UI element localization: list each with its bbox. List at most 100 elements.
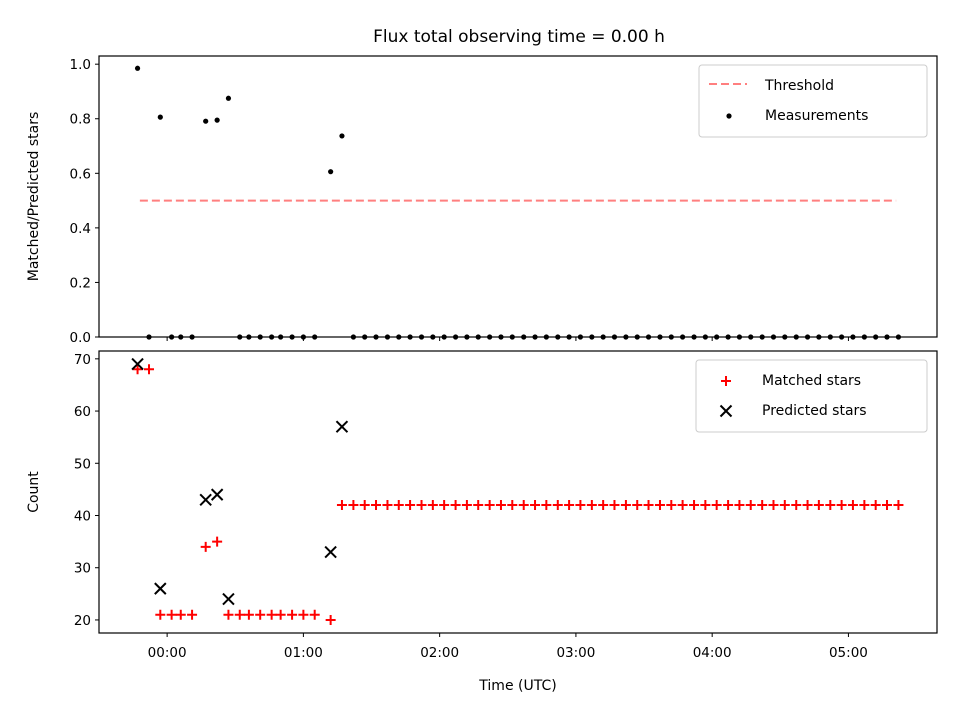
measurement-point xyxy=(328,169,334,175)
matched-stars-point xyxy=(734,500,745,511)
legend-matched-swatch xyxy=(721,376,731,386)
legend-box xyxy=(695,359,928,433)
matched-stars-point xyxy=(802,500,813,511)
y-tick-label: 0.2 xyxy=(70,275,91,291)
ratio-panel: 0.0 0.2 0.4 0.6 0.8 1.0 Matched/Predicted star… xyxy=(26,55,938,346)
matched-stars-point xyxy=(893,500,904,511)
matched-stars-point xyxy=(144,364,155,375)
predicted-stars-point xyxy=(335,420,349,433)
matched-stars-point xyxy=(473,500,484,511)
matched-stars-point xyxy=(427,500,438,511)
matched-stars-point xyxy=(166,609,177,620)
predicted-stars-point xyxy=(154,582,167,595)
y-axis-label: Count xyxy=(26,471,42,513)
matched-stars-point xyxy=(847,500,858,511)
matched-stars-point xyxy=(518,500,529,511)
matched-stars-point xyxy=(371,500,382,511)
measurement-point xyxy=(157,114,163,120)
matched-stars-point xyxy=(507,500,518,511)
matched-stars-point xyxy=(132,364,143,375)
measurement-point xyxy=(339,133,345,139)
x-tick-label: 00:00 xyxy=(148,645,187,661)
matched-stars-point xyxy=(348,500,359,511)
matched-stars-point xyxy=(212,536,223,547)
matched-stars-point xyxy=(175,609,186,620)
predicted-stars-point xyxy=(199,493,212,507)
y-tick-label: 1.0 xyxy=(70,57,91,73)
count-panel: 20 30 40 50 60 70 00:00 01:00 02:00 03:00 04:00 05:… xyxy=(26,350,938,694)
matched-stars-point xyxy=(711,500,722,511)
matched-stars-point xyxy=(484,500,495,511)
matched-stars-point xyxy=(689,500,700,511)
matched-stars-point xyxy=(598,500,609,511)
y-tick-label: 0.0 xyxy=(70,330,91,346)
matched-stars-point xyxy=(530,500,541,511)
matched-stars-point xyxy=(620,500,631,511)
matched-stars-point xyxy=(461,500,472,511)
matched-stars-point xyxy=(859,500,870,511)
predicted-stars-point xyxy=(131,357,144,371)
measurement-point xyxy=(225,95,232,101)
y-axis-label: Matched/Predicted stars xyxy=(26,112,42,282)
matched-stars-point xyxy=(677,500,688,511)
matched-stars-point xyxy=(223,609,234,620)
legend-label: Predicted stars xyxy=(762,403,867,419)
x-axis-label: Time (UTC) xyxy=(478,678,556,694)
x-tick-label: 03:00 xyxy=(556,645,595,661)
matched-stars-point xyxy=(416,500,427,511)
matched-stars-point xyxy=(450,500,461,511)
y-tick-label: 70 xyxy=(74,352,91,368)
matched-stars-point xyxy=(564,500,575,511)
legend-label: Matched stars xyxy=(762,373,861,389)
matched-stars-point xyxy=(757,500,768,511)
axes-frame xyxy=(98,55,938,338)
matched-stars-point xyxy=(155,609,166,620)
matched-stars-point xyxy=(325,614,336,625)
legend-predicted-swatch xyxy=(719,404,733,418)
x-tick-label: 04:00 xyxy=(693,645,732,661)
y-tick-label: 60 xyxy=(74,404,91,420)
matched-stars-point xyxy=(552,500,563,511)
matched-stars-point xyxy=(586,500,597,511)
chart-title: Flux total observing time = 0.00 h xyxy=(373,27,665,47)
matched-stars-point xyxy=(393,500,404,511)
matched-stars-point xyxy=(275,609,286,620)
matched-stars-point xyxy=(243,609,254,620)
matched-stars-point xyxy=(825,500,836,511)
y-tick-label: 0.6 xyxy=(70,166,91,182)
matched-stars-point xyxy=(745,500,756,511)
matched-stars-point xyxy=(779,500,790,511)
matched-stars-point xyxy=(768,500,779,511)
y-tick-label: 50 xyxy=(74,456,91,472)
predicted-stars-point xyxy=(210,488,224,501)
matched-stars-point xyxy=(723,500,734,511)
matched-stars-point xyxy=(309,609,320,620)
matched-stars-point xyxy=(336,500,347,511)
matched-stars-point xyxy=(200,541,211,552)
x-tick-label: 05:00 xyxy=(829,645,868,661)
matched-stars-point xyxy=(405,500,416,511)
matched-stars-point xyxy=(870,500,881,511)
y-tick-label: 0.4 xyxy=(70,221,91,237)
x-tick-label: 02:00 xyxy=(420,645,459,661)
legend-label: Threshold xyxy=(764,78,834,94)
y-tick-label: 30 xyxy=(74,561,91,577)
matched-stars-point xyxy=(575,500,586,511)
legend-label: Measurements xyxy=(765,108,868,124)
matched-stars-point xyxy=(298,609,309,620)
matched-stars-point xyxy=(700,500,711,511)
matched-stars-point xyxy=(495,500,506,511)
matched-stars-point xyxy=(287,609,298,620)
legend-box xyxy=(698,64,928,138)
y-tick-label: 0.8 xyxy=(70,112,91,128)
matched-stars-point xyxy=(439,500,450,511)
matched-stars-point xyxy=(881,500,892,511)
matched-stars-point xyxy=(791,500,802,511)
axes-frame xyxy=(98,350,938,634)
matched-stars-point xyxy=(234,609,245,620)
matched-stars-point xyxy=(632,500,643,511)
matched-stars-point xyxy=(266,609,277,620)
y-tick-label: 20 xyxy=(74,613,91,629)
predicted-stars-point xyxy=(222,592,235,606)
